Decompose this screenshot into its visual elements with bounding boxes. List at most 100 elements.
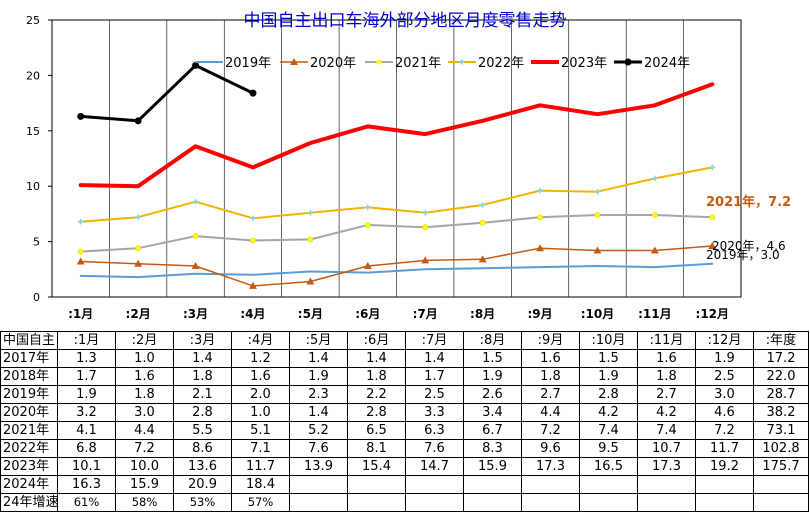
data-point-2020 — [536, 244, 545, 252]
table-cell: 73.1 — [753, 421, 809, 440]
data-point-2021 — [192, 233, 199, 239]
data-point-2022 — [651, 174, 659, 182]
table-cell: 53% — [173, 493, 232, 512]
y-tick-label: 0 — [33, 291, 40, 304]
table-cell: 1.3 — [57, 349, 116, 368]
data-point-2022 — [249, 214, 257, 222]
table-cell: 3.3 — [405, 403, 464, 422]
x-tick-label: :3月 — [183, 307, 208, 321]
series-line-2023 — [78, 82, 715, 189]
table-row-header: 2021年 — [0, 421, 58, 440]
table-cell: 2.0 — [231, 385, 290, 404]
table-cell: :1月 — [57, 331, 116, 350]
table-cell: 4.2 — [637, 403, 696, 422]
x-tick-label: :12月 — [696, 307, 730, 321]
table-cell — [579, 493, 638, 512]
data-point-2022 — [421, 209, 429, 217]
table-cell: :8月 — [463, 331, 522, 350]
table-cell: 2.8 — [173, 403, 232, 422]
table-row-header: 24年增速 — [0, 493, 58, 512]
data-point-2020 — [306, 277, 315, 285]
table-cell: 5.1 — [231, 421, 290, 440]
table-cell — [289, 493, 348, 512]
data-point-2021 — [537, 214, 543, 221]
table-cell: 20.9 — [173, 475, 232, 494]
y-tick-label: 15 — [26, 125, 40, 138]
data-point-2022 — [364, 203, 372, 211]
table-cell: 22.0 — [753, 367, 809, 386]
table-cell: 1.7 — [57, 367, 116, 386]
table-cell: 4.4 — [115, 421, 174, 440]
legend-label-2023: 2023年 — [561, 56, 607, 71]
table-cell: 5.5 — [173, 421, 232, 440]
data-point-2022 — [594, 188, 601, 196]
table-cell: 7.4 — [579, 421, 638, 440]
data-point-2024 — [134, 117, 142, 125]
table-cell: 2.1 — [173, 385, 232, 404]
data-table: 中国自主:1月:2月:3月:4月:5月:6月:7月:8月:9月:10月:11月:… — [0, 331, 809, 512]
table-cell: 1.9 — [579, 367, 638, 386]
table-row: 2024年 16.3 15.9 20.9 18.4 — [0, 475, 809, 494]
data-point-2021 — [651, 212, 658, 218]
table-cell: 1.0 — [115, 349, 174, 368]
table-row: 2020年 3.2 3.0 2.8 1.0 1.4 2.8 3.3 3.4 4.4 4.2 4.2 4.… — [0, 403, 809, 422]
table-cell: 6.5 — [347, 421, 406, 440]
table-cell: 1.8 — [115, 385, 174, 404]
table-cell: 17.3 — [637, 457, 696, 476]
table-cell: 3.2 — [57, 403, 116, 422]
table-row: 2017年 1.3 1.0 1.4 1.2 1.4 1.4 1.4 1.5 1.6 1.5 1.6 1.… — [0, 349, 809, 368]
table-cell: 57% — [231, 493, 290, 512]
table-cell: 11.7 — [695, 439, 754, 458]
table-cell: :6月 — [347, 331, 406, 350]
table-cell: 1.9 — [289, 367, 348, 386]
table-cell: 1.5 — [579, 349, 638, 368]
table-cell — [695, 475, 754, 494]
table-cell — [521, 475, 580, 494]
table-cell — [695, 493, 754, 512]
table-cell: 61% — [57, 493, 116, 512]
table-row-header: 2024年 — [0, 475, 58, 494]
table-cell — [463, 493, 522, 512]
table-cell: :5月 — [289, 331, 348, 350]
table-cell: 7.2 — [115, 439, 174, 458]
table-row-header: 2018年 — [0, 367, 58, 386]
table-cell: 1.9 — [463, 367, 522, 386]
table-cell: 1.4 — [289, 349, 348, 368]
table-cell: :4月 — [231, 331, 290, 350]
data-point-2020 — [421, 256, 430, 264]
table-cell: 2.2 — [347, 385, 406, 404]
x-tick-label: :4月 — [240, 307, 265, 321]
table-cell: :11月 — [637, 331, 696, 350]
table-cell: 1.4 — [173, 349, 232, 368]
table-row: 2021年 4.1 4.4 5.5 5.1 5.2 6.5 6.3 6.7 7.2 7.4 7.4 7.… — [0, 421, 809, 440]
table-cell: 102.8 — [753, 439, 809, 458]
data-point-2024 — [192, 61, 200, 69]
data-point-2021 — [479, 219, 486, 226]
data-point-2022 — [134, 213, 142, 221]
table-cell: 2.6 — [463, 385, 522, 404]
table-row-header: 2017年 — [0, 349, 58, 368]
x-tick-label: :9月 — [527, 307, 552, 321]
table-cell — [405, 493, 464, 512]
table-cell — [347, 475, 406, 494]
x-tick-label: :10月 — [581, 307, 615, 321]
table-cell: 28.7 — [753, 385, 809, 404]
table-cell: 58% — [115, 493, 174, 512]
data-point-2020 — [248, 281, 257, 289]
data-point-2021 — [250, 237, 256, 244]
table-cell — [637, 475, 696, 494]
table-cell: 10.7 — [637, 439, 696, 458]
table-cell: 14.7 — [405, 457, 464, 476]
table-cell: 4.6 — [695, 403, 754, 422]
chart-legend: 2019年 2020年 2021年 2022年 2023年 2024年 — [195, 56, 690, 71]
data-point-2022 — [306, 209, 314, 217]
table-cell: 19.2 — [695, 457, 754, 476]
table-cell: :7月 — [405, 331, 464, 350]
legend-marker-2021 — [376, 59, 382, 65]
series-line-2021 — [79, 214, 714, 253]
table-cell: :3月 — [173, 331, 232, 350]
table-cell: 16.5 — [579, 457, 638, 476]
x-tick-label: :5月 — [298, 307, 323, 321]
line-chart: 0 5 10 15 20 25:1月:2月:3月:4月:5月:6月:7月:8月:9月:10… — [26, 11, 791, 321]
table-cell: 1.9 — [695, 349, 754, 368]
